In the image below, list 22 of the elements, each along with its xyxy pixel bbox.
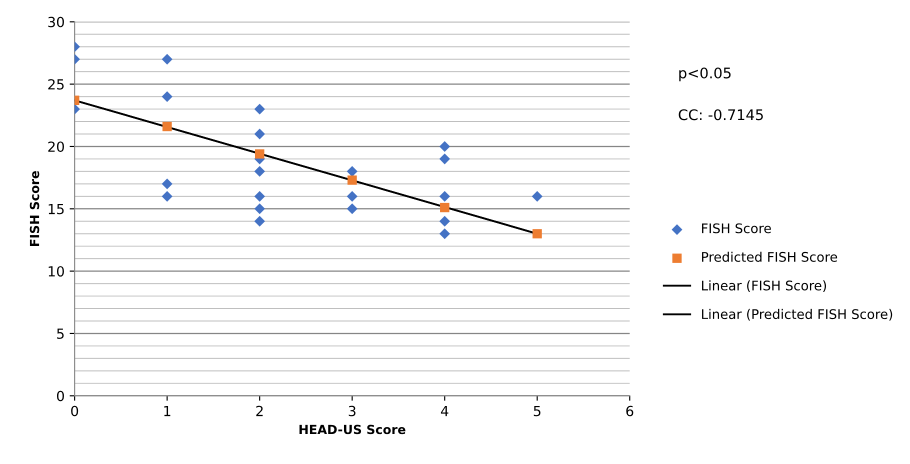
y-tick-label: 10 [48, 266, 64, 277]
x-tick-label: 1 [164, 406, 170, 416]
y-tick-label: 15 [48, 204, 64, 214]
legend-label: Linear (FISH Score) [702, 280, 826, 292]
x-tick-label: 3 [348, 406, 356, 416]
legend-label: FISH Score [702, 223, 771, 234]
y-axis-title: FISH Score [30, 171, 40, 246]
y-tick-label: 0 [56, 390, 64, 402]
y-tick-label: 20 [48, 141, 64, 152]
x-axis-title: HEAD-US Score [300, 424, 406, 434]
y-tick-label: 5 [57, 328, 64, 339]
x-tick-label: 0 [71, 406, 78, 416]
legend-label: Linear (Predicted FISH Score) [702, 308, 892, 321]
text: p<0.05 [679, 67, 731, 82]
text: CC: -0.7145 [678, 109, 763, 120]
x-tick-label: 4 [440, 406, 448, 416]
legend-label: Predicted FISH Score [702, 252, 838, 262]
x-tick-label: 2 [256, 406, 263, 416]
y-tick-label: 30 [48, 16, 64, 28]
x-tick-label: 5 [534, 406, 540, 416]
y-tick-label: 25 [48, 79, 64, 90]
x-tick-label: 6 [626, 406, 634, 416]
